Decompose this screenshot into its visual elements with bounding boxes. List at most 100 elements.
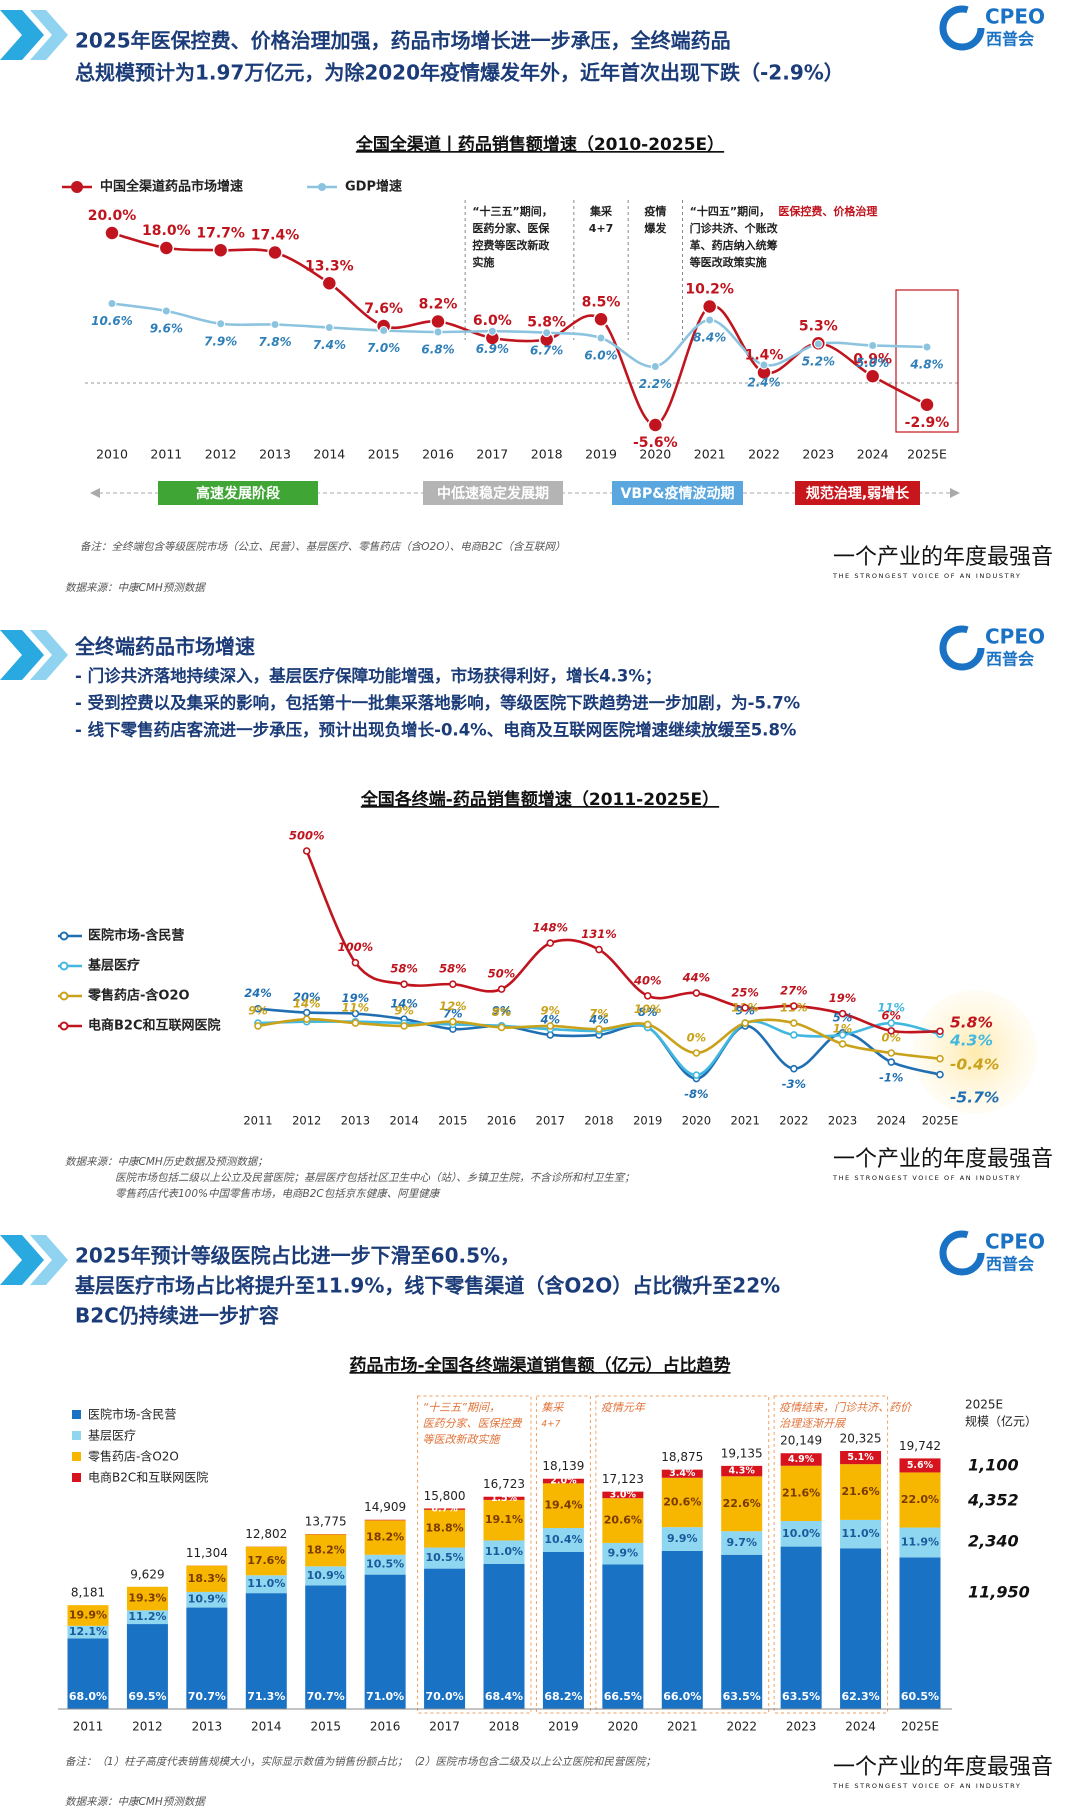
source: 数据来源：中康CMH预测数据 — [65, 1796, 206, 1808]
bar-segment — [364, 1519, 406, 1521]
legend-marker — [59, 991, 69, 1001]
point — [400, 980, 408, 989]
x-tick-label: 2022 — [779, 1114, 808, 1128]
data-label: 27% — [780, 984, 808, 998]
legend-swatch — [72, 1452, 81, 1461]
data-label: 24% — [244, 986, 272, 1000]
x-tick-label: 2020 — [682, 1114, 711, 1128]
bar-segment — [424, 1547, 466, 1569]
bar-segment — [661, 1527, 703, 1551]
phase-label: VBP&疫情波动期 — [621, 485, 735, 502]
data-label: 68.4% — [485, 1690, 523, 1703]
data-label: 21.6% — [841, 1485, 879, 1498]
data-label: 12.1% — [69, 1625, 107, 1638]
point — [430, 313, 446, 330]
point — [497, 985, 506, 993]
annotation: 疫情元年 — [601, 1401, 646, 1414]
data-label: 131% — [581, 927, 617, 941]
point — [497, 1023, 506, 1032]
x-tick-label: 2022 — [748, 447, 780, 462]
point — [643, 1020, 652, 1029]
total-label: 17,123 — [602, 1472, 644, 1486]
point — [692, 989, 701, 997]
bar-segment — [602, 1564, 644, 1709]
data-label: 18.2% — [366, 1531, 404, 1544]
point — [919, 397, 935, 413]
point — [104, 225, 120, 241]
point — [887, 1049, 896, 1057]
logo-subtitle: 西普会 — [986, 1255, 1034, 1274]
phase-label: 规范治理,弱增长 — [806, 485, 910, 502]
legend-marker — [71, 181, 83, 193]
bar-segment — [126, 1586, 168, 1611]
size-value: 1,100 — [968, 1456, 1019, 1475]
bar-segment — [602, 1542, 644, 1565]
data-label: 22.0% — [901, 1493, 939, 1506]
total-label: 18,139 — [542, 1459, 584, 1473]
point — [692, 1049, 701, 1057]
logo-text: CPEO — [985, 5, 1045, 29]
data-label: 10.9% — [307, 1569, 345, 1582]
x-tick-label: 2024 — [857, 447, 889, 462]
series-line — [111, 302, 928, 368]
logo-text: CPEO — [985, 1230, 1045, 1254]
point — [705, 315, 715, 325]
x-tick-label: 2020 — [639, 447, 671, 462]
data-label: 9% — [248, 1003, 268, 1017]
phase-label: 中低速稳定发展期 — [437, 485, 549, 502]
bar-segment — [780, 1465, 822, 1522]
data-label: 2.0% — [550, 1476, 577, 1487]
legend-swatch — [72, 1431, 81, 1440]
data-label: 14% — [293, 997, 321, 1011]
data-label: 1% — [833, 1021, 853, 1035]
data-label: 9.7% — [726, 1536, 757, 1549]
data-label: 7% — [589, 1007, 609, 1021]
data-label: 71.0% — [366, 1690, 404, 1703]
data-label: 4.3% — [949, 1032, 993, 1050]
chart-title: 药品市场-全国各终端渠道销售额（亿元）占比趋势 — [349, 1355, 730, 1376]
point — [790, 1019, 798, 1027]
bar-segment — [186, 1607, 228, 1709]
slogan-subtitle: THE STRONGEST VOICE OF AN INDUSTRY — [832, 1174, 1021, 1182]
data-label: 19.1% — [485, 1513, 523, 1526]
data-label: 11% — [878, 1001, 906, 1015]
bar-segment — [542, 1483, 584, 1529]
annotation: “十三五”期间， — [472, 204, 552, 218]
total-label: 11,304 — [186, 1546, 228, 1560]
bullet: - 受到控费以及集采的影响，包括第十一批集采落地影响，等级医院下跌趋势进一步加剧… — [75, 693, 801, 713]
point — [254, 1022, 262, 1030]
data-label: 11.0% — [841, 1527, 879, 1540]
x-tick-label: 2013 — [192, 1720, 223, 1734]
point — [868, 341, 878, 350]
point — [596, 333, 606, 343]
bar-segment — [721, 1554, 763, 1709]
legend-label: 医院市场-含民营 — [88, 928, 184, 944]
data-label: 58% — [439, 962, 467, 976]
data-label: 0% — [687, 1031, 707, 1045]
point — [449, 980, 457, 989]
size-header: 规模（亿元） — [965, 1414, 1037, 1429]
logo-ring — [939, 1230, 985, 1276]
data-label: 6.0% — [584, 349, 617, 363]
point — [647, 417, 664, 433]
data-label: 9.9% — [667, 1532, 698, 1545]
data-label: 71.3% — [247, 1690, 285, 1703]
point — [759, 360, 769, 370]
data-label: 10% — [634, 1002, 662, 1016]
bar-segment — [780, 1546, 822, 1709]
data-label: 0.9% — [853, 351, 892, 367]
size-value: 11,950 — [968, 1583, 1030, 1602]
point — [351, 958, 360, 967]
data-label: 9.9% — [608, 1547, 639, 1560]
legend-label: 中国全渠道药品市场增速 — [100, 179, 243, 195]
bar-segment — [424, 1509, 466, 1548]
data-label: 21.6% — [782, 1486, 820, 1499]
headline: 2025年医保控费、价格治理加强，药品市场增长进一步承压，全终端药品 — [75, 29, 731, 53]
legend-label: 电商B2C和互联网医院 — [88, 1470, 208, 1485]
annotation: 集采 — [589, 204, 613, 218]
data-label: -8% — [684, 1087, 708, 1101]
data-label: 50% — [488, 967, 516, 981]
legend-swatch — [72, 1410, 81, 1419]
point — [838, 1009, 847, 1018]
